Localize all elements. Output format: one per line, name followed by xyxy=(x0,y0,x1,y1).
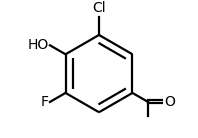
Text: F: F xyxy=(41,95,49,109)
Text: O: O xyxy=(164,95,175,109)
Text: Cl: Cl xyxy=(92,1,106,15)
Text: HO: HO xyxy=(27,38,49,52)
